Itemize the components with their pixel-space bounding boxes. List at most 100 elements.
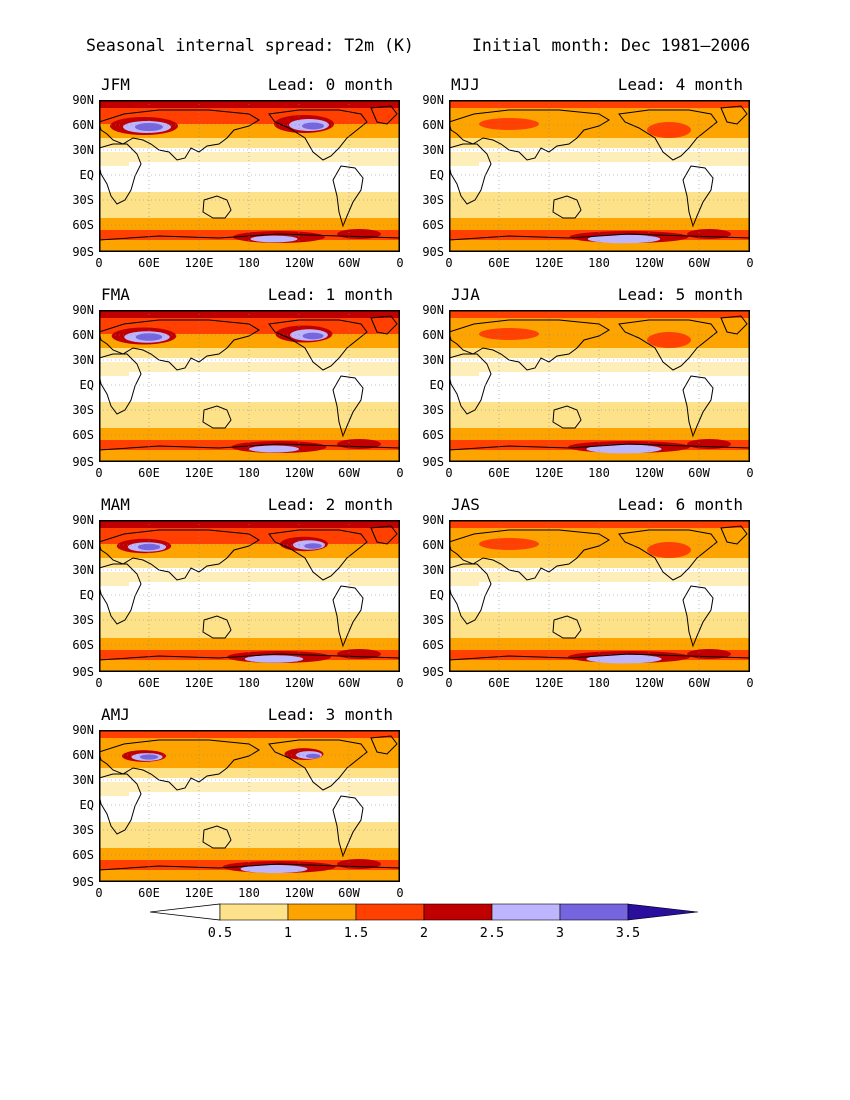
lon-tick-label: 60W — [338, 256, 360, 270]
lat-tick-label: 30N — [72, 563, 94, 577]
spread-band — [99, 204, 400, 218]
lon-tick-label: 0 — [396, 676, 404, 690]
spread-band — [99, 870, 400, 882]
colorbar-high-arrow — [627, 903, 699, 921]
colorbar-segment — [491, 903, 561, 921]
spread-band — [99, 754, 400, 768]
spread-band — [99, 450, 400, 462]
lead-label: Lead: 5 month — [617, 285, 743, 304]
spread-band — [99, 414, 400, 428]
spread-band — [99, 768, 400, 778]
antarctic-spread — [586, 444, 662, 454]
spread-band — [99, 624, 400, 638]
tropical-low-spread — [129, 792, 349, 820]
colorbar-level-label: 0.5 — [207, 925, 233, 941]
map-frame — [99, 100, 400, 252]
lat-tick-label: 30N — [72, 143, 94, 157]
map-frame — [449, 310, 750, 462]
map-panel: MAM Lead: 2 month 90N 60N 30N EQ 30S 60S 90S 0 60E… — [72, 495, 403, 689]
spread-band — [449, 450, 750, 462]
tropical-low-spread — [129, 162, 349, 190]
colorbar-level-label: 1.5 — [343, 925, 369, 941]
lat-tick-label: 90S — [422, 455, 444, 469]
lon-tick-label: 120W — [634, 466, 664, 480]
coastline-samerica — [332, 795, 364, 858]
coastline-samerica — [682, 585, 714, 648]
spread-band — [449, 660, 750, 672]
lat-tick-label: 60N — [72, 328, 94, 342]
antarctic-spread — [249, 445, 299, 453]
spread-band — [449, 612, 750, 624]
coastline-namerica — [268, 739, 368, 791]
coastline-australia — [552, 615, 582, 639]
season-label: FMA — [101, 285, 130, 304]
coastline-africa — [449, 353, 492, 415]
lon-tick-label: 0 — [746, 256, 754, 270]
lat-tick-label: EQ — [79, 378, 94, 392]
coastline-samerica — [332, 165, 364, 228]
lat-tick-label: 60S — [422, 638, 444, 652]
spread-band — [99, 428, 400, 440]
coastline-greenland — [370, 735, 398, 755]
spread-band — [99, 834, 400, 848]
spread-band — [99, 738, 400, 754]
spread-band — [449, 240, 750, 252]
map-graphic — [99, 520, 400, 672]
lat-tick-label: 60N — [422, 538, 444, 552]
lon-tick-label: 0 — [396, 256, 404, 270]
lon-tick-label: 60W — [688, 676, 710, 690]
lead-label: Lead: 6 month — [617, 495, 743, 514]
coastline-antarctica — [449, 443, 750, 462]
map-graphic — [99, 100, 400, 252]
season-label: JFM — [101, 75, 130, 94]
lat-tick-label: 90N — [72, 303, 94, 317]
lat-tick-label: 30S — [72, 193, 94, 207]
lat-tick-label: 90S — [422, 245, 444, 259]
coastline-australia — [202, 195, 232, 219]
coastline-antarctica — [99, 233, 400, 252]
lon-tick-label: 180 — [588, 676, 610, 690]
spread-band — [99, 402, 400, 414]
coastline-antarctica — [99, 863, 400, 882]
map-panel: FMA Lead: 1 month 90N 60N 30N EQ 30S 60S 90S 0 60E… — [72, 285, 403, 479]
spread-band — [449, 310, 750, 318]
spread-band — [99, 558, 400, 568]
lat-tick-label: EQ — [79, 168, 94, 182]
lead-label: Lead: 1 month — [267, 285, 393, 304]
coastline-australia — [552, 405, 582, 429]
lon-tick-label: 120E — [184, 256, 214, 270]
map-frame — [99, 520, 400, 672]
colorbar-low-arrow — [150, 903, 221, 921]
spread-band — [99, 848, 400, 860]
season-label: JJA — [451, 285, 480, 304]
spread-band — [99, 240, 400, 252]
map-panel: MJJ Lead: 4 month 90N 60N 30N EQ 30S 60S 90S 0 60E… — [422, 75, 753, 269]
map-frame — [449, 520, 750, 672]
coastline-antarctica — [449, 233, 750, 252]
antarctic-spread — [587, 234, 661, 244]
season-label: MAM — [101, 495, 130, 514]
lat-tick-label: 90S — [72, 455, 94, 469]
lon-tick-label: 180 — [588, 466, 610, 480]
spread-band — [449, 218, 750, 230]
lat-tick-label: 90N — [422, 513, 444, 527]
lon-tick-label: 120E — [534, 466, 564, 480]
lon-tick-label: 120W — [284, 886, 314, 900]
coastline-australia — [552, 195, 582, 219]
map-graphic — [449, 100, 750, 252]
coastline-samerica — [682, 375, 714, 438]
coastline-africa — [99, 773, 142, 835]
lon-tick-label: 180 — [238, 466, 260, 480]
lon-tick-label: 60E — [138, 676, 160, 690]
antarctic-spread — [240, 864, 308, 874]
coastline-namerica — [618, 109, 718, 161]
lon-tick-label: 0 — [95, 676, 103, 690]
lon-tick-label: 60E — [488, 256, 510, 270]
lon-tick-label: 0 — [445, 676, 453, 690]
spread-band — [449, 402, 750, 414]
lead-label: Lead: 3 month — [267, 705, 393, 724]
lon-tick-label: 180 — [238, 256, 260, 270]
lat-tick-label: 60N — [422, 328, 444, 342]
lon-tick-label: 60W — [338, 676, 360, 690]
